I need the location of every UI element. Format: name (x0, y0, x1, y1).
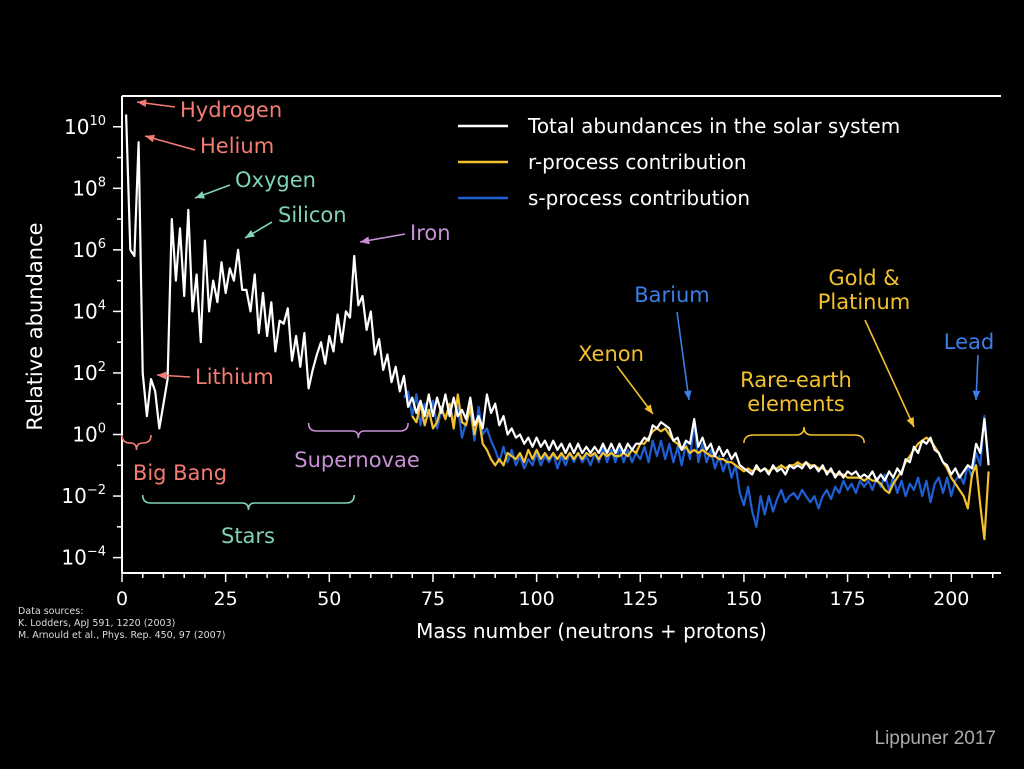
legend-label-1: r-process contribution (528, 150, 747, 174)
rare-earth-bracket (743, 426, 865, 444)
data-sources-heading: Data sources: (18, 606, 84, 617)
x-tick-label: 75 (421, 588, 445, 610)
series-line-total (125, 114, 990, 482)
annotation-helium: Helium (200, 134, 274, 158)
annotation-lithium: Lithium (195, 365, 274, 389)
annotation-oxygen: Oxygen (235, 168, 316, 192)
annotation-arrowhead (145, 134, 155, 143)
legend-label-0: Total abundances in the solar system (527, 114, 900, 138)
annotation-arrowhead (137, 99, 147, 108)
data-sources: Data sources: K. Lodders, ApJ 591, 1220 … (18, 606, 268, 640)
region-brace-stars (141, 494, 355, 511)
annotation-silicon: Silicon (278, 203, 347, 227)
annotation-arrow (864, 319, 915, 428)
annotation-barium: Barium (634, 283, 710, 307)
annotation-arrowhead (360, 236, 370, 245)
annotation-arrowhead (906, 417, 914, 427)
y-tick-label: 104 (72, 298, 106, 323)
annotation-hydrogen: Hydrogen (180, 98, 282, 122)
annotation-arrowhead (683, 390, 692, 400)
annotation-arrowhead (644, 404, 653, 414)
annotation-arrowhead (157, 371, 167, 380)
y-tick-label: 102 (72, 360, 106, 385)
region-brace-big-bang (121, 434, 152, 451)
region-brace-supernovae (307, 422, 409, 439)
annotation-lead: Lead (944, 330, 994, 354)
x-tick-label: 125 (622, 588, 658, 610)
y-tick-label: 10−2 (61, 483, 106, 508)
series-line-r-process (411, 393, 990, 541)
annotation-arrow (676, 311, 690, 401)
image-credit: Lippuner 2017 (874, 728, 997, 749)
y-tick-label: 10−4 (61, 545, 106, 570)
y-tick-label: 108 (72, 175, 106, 200)
annotation-elements: elements (747, 392, 845, 416)
y-tick-label: 106 (72, 237, 106, 262)
annotation-gold-: Gold & (828, 266, 899, 290)
legend-label-2: s-process contribution (528, 186, 750, 210)
annotation-iron: Iron (410, 221, 451, 245)
x-tick-label: 200 (933, 588, 969, 610)
data-source-arnould: M. Arnould et al., Phys. Rep. 450, 97 (2… (18, 630, 226, 640)
y-tick-label: 100 (72, 422, 106, 447)
region-label-supernovae: Supernovae (294, 448, 420, 472)
annotation-arrowhead (195, 191, 205, 199)
y-axis-label: Relative abundance (23, 222, 47, 430)
data-source-lodders: K. Lodders, ApJ 591, 1220 (2003) (18, 618, 176, 629)
x-tick-label: 175 (829, 588, 865, 610)
region-label-stars: Stars (221, 524, 275, 548)
y-tick-label: 1010 (64, 114, 106, 139)
x-tick-label: 100 (518, 588, 554, 610)
x-tick-label: 50 (317, 588, 341, 610)
annotation-arrowhead (245, 229, 255, 238)
x-tick-label: 25 (214, 588, 238, 610)
x-tick-label: 150 (726, 588, 762, 610)
x-tick-label: 0 (116, 588, 128, 610)
annotation-arrowhead (972, 390, 981, 400)
annotation-xenon: Xenon (578, 342, 644, 366)
x-axis-label: Mass number (neutrons + protons) (416, 619, 767, 643)
region-label-big-bang: Big Bang (133, 461, 227, 485)
annotation-arrow (616, 365, 654, 415)
annotation-platinum: Platinum (818, 290, 911, 314)
annotation-rare-earth: Rare-earth (740, 368, 852, 392)
series-line-s-process (402, 390, 990, 528)
